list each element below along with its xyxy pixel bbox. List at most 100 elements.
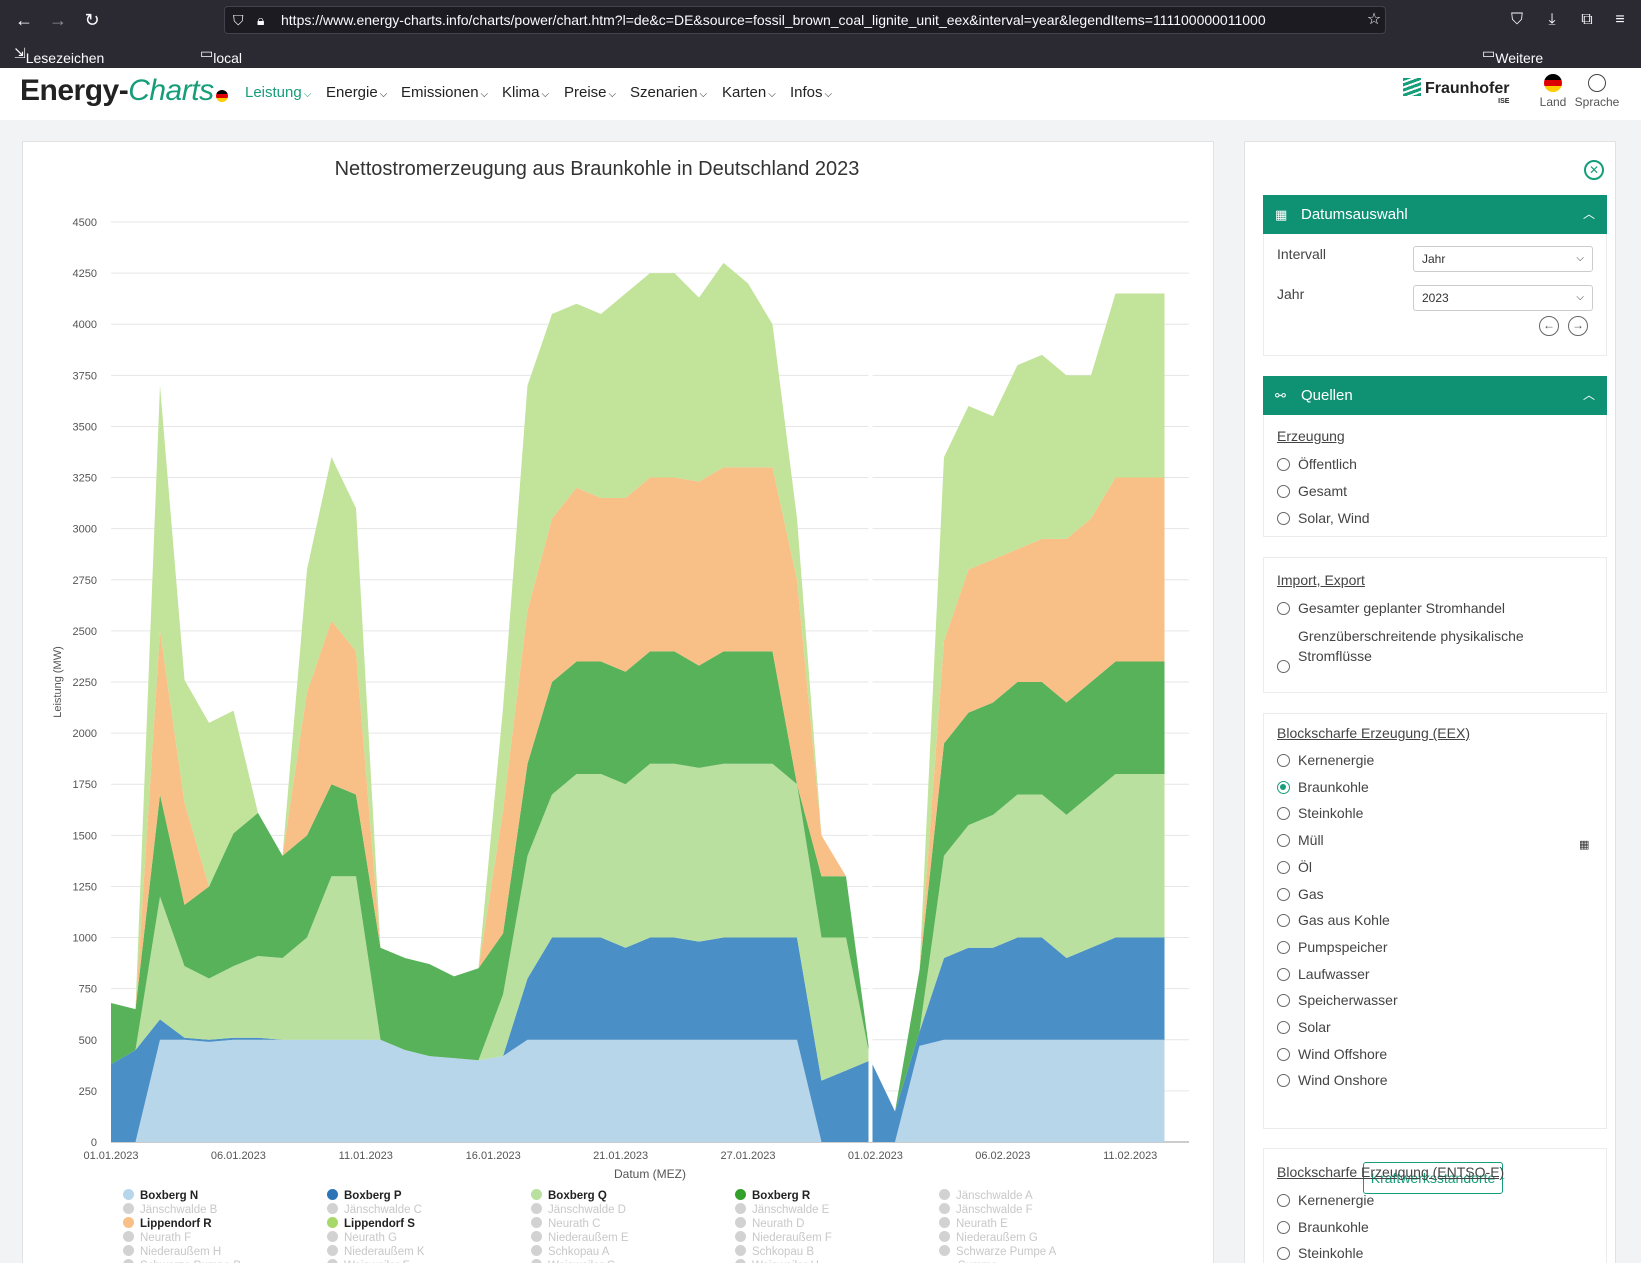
radio-pumpspeicher[interactable]: Pumpspeicher [1277, 939, 1388, 955]
calendar-icon[interactable]: ▦ [1579, 839, 1590, 851]
legend-item[interactable]: Boxberg Q [531, 1189, 629, 1203]
land-button[interactable]: Land [1528, 74, 1578, 109]
next-arrow-icon[interactable]: → [1568, 316, 1588, 336]
extensions-icon[interactable]: ⧉ [1581, 11, 1593, 28]
area-boxberg-n[interactable] [111, 1039, 1165, 1142]
radio-steinkohle[interactable]: Steinkohle [1277, 1245, 1363, 1261]
radio-braunkohle[interactable]: Braunkohle [1277, 1219, 1369, 1235]
radio-solar-wind[interactable]: Solar, Wind [1277, 510, 1370, 526]
area-boxberg-q[interactable] [111, 763, 1165, 1112]
url-bar[interactable]: ⛉ 🔒︎ https://www.energy-charts.info/char… [224, 6, 1386, 34]
legend-item[interactable]: Jänschwalde F [939, 1203, 1056, 1217]
site-logo[interactable]: Energy-Charts [20, 74, 228, 108]
radio-gesamt[interactable]: Gesamt [1277, 483, 1347, 499]
close-icon[interactable]: ✕ [1584, 160, 1604, 180]
legend-item[interactable]: Jänschwalde D [531, 1203, 629, 1217]
legend-item[interactable]: Boxberg R [735, 1189, 832, 1203]
radio-gas-aus-kohle[interactable]: Gas aus Kohle [1277, 912, 1390, 928]
radio-solar[interactable]: Solar [1277, 1019, 1331, 1035]
legend-item[interactable]: Boxberg N [123, 1189, 293, 1203]
legend-item[interactable]: Neurath C [531, 1217, 629, 1231]
legend-item[interactable]: Jänschwalde E [735, 1203, 832, 1217]
radio-laufwasser[interactable]: Laufwasser [1277, 966, 1370, 982]
legend-item[interactable]: Jänschwalde C [327, 1203, 445, 1217]
legend-item[interactable]: Lippendorf R [123, 1217, 293, 1231]
legend-item[interactable]: Schwarze Pumpe B [123, 1259, 293, 1263]
legend-item[interactable]: Niederaußem H [123, 1245, 293, 1259]
radio-braunkohle[interactable]: Braunkohle [1277, 779, 1369, 795]
prev-arrow-icon[interactable]: ← [1539, 316, 1559, 336]
menu-icon[interactable]: ≡ [1615, 11, 1625, 28]
radio-müll[interactable]: Müll [1277, 832, 1324, 848]
legend-item[interactable]: Schkopau A [531, 1245, 629, 1259]
legend-item[interactable]: Boxberg P [327, 1189, 445, 1203]
radio-kernenergie[interactable]: Kernenergie [1277, 1192, 1374, 1208]
chevron-up-icon: ︿ [1582, 388, 1595, 402]
menu-energie[interactable]: Energie ⌵ [326, 84, 387, 101]
legend-item[interactable]: Schwarze Pumpe A [939, 1245, 1056, 1259]
legend-item[interactable]: Summe [939, 1259, 1056, 1263]
pocket-icon[interactable]: ⛉ [1510, 11, 1523, 28]
radio-speicherwasser[interactable]: Speicherwasser [1277, 992, 1398, 1008]
import-export-box [1263, 557, 1607, 693]
radio-circle [1277, 860, 1290, 874]
legend-item[interactable]: Weisweiler F [327, 1259, 445, 1263]
legend-item[interactable]: Weisweiler G [531, 1259, 629, 1263]
legend-item[interactable]: Neurath D [735, 1217, 832, 1231]
sprache-button[interactable]: Sprache [1572, 74, 1622, 109]
shield-icon[interactable]: ⛉ [233, 12, 244, 28]
legend-item[interactable]: Jänschwalde A [939, 1189, 1056, 1203]
legend-item[interactable]: Jänschwalde B [123, 1203, 293, 1217]
back-icon[interactable]: ← [15, 10, 33, 30]
legend-label: Neurath E [956, 1218, 1008, 1230]
radio-öl[interactable]: Öl [1277, 859, 1312, 875]
menu-klima[interactable]: Klima ⌵ [502, 84, 549, 101]
radio-steinkohle[interactable]: Steinkohle [1277, 805, 1363, 821]
radio-stromhandel[interactable]: Gesamter geplanter Stromhandel [1277, 600, 1505, 616]
legend-item[interactable]: Neurath E [939, 1217, 1056, 1231]
menu-karten[interactable]: Karten ⌵ [722, 84, 776, 101]
menu-leistung[interactable]: Leistung ⌵ [245, 84, 311, 101]
bookmark-folder-local[interactable]: ▭ local [200, 45, 243, 66]
eex-title[interactable]: Blockscharfe Erzeugung (EEX) [1277, 725, 1470, 741]
legend-item[interactable]: Neurath F [123, 1231, 293, 1245]
entsoe-title[interactable]: Blockscharfe Erzeugung (ENTSO-E) [1277, 1164, 1505, 1180]
legend-item[interactable]: Weisweiler H [735, 1259, 832, 1263]
fraunhofer-logo[interactable]: Fraunhofer ISE [1403, 78, 1509, 105]
intervall-select[interactable]: Jahr ⌵ [1413, 246, 1593, 272]
reload-icon[interactable]: ↻ [84, 10, 100, 30]
import-export-title[interactable]: Import, Export [1277, 572, 1365, 588]
quellen-header[interactable]: ⚯ Quellen ︿ [1263, 376, 1607, 415]
download-icon[interactable]: ⤓ [1548, 11, 1556, 28]
chart-plot[interactable]: 0 250 500 750 1000 1250 1500 1750 2000 2250 2500 27… [23, 142, 1213, 1263]
radio-gas[interactable]: Gas [1277, 886, 1324, 902]
legend-item[interactable]: Schkopau B [735, 1245, 832, 1259]
menu-emissionen[interactable]: Emissionen ⌵ [401, 84, 488, 101]
datumsauswahl-header[interactable]: ▦ Datumsauswahl ︿ [1263, 195, 1607, 234]
forward-icon[interactable]: → [49, 10, 67, 30]
menu-infos[interactable]: Infos ⌵ [790, 84, 832, 101]
radio-stromfluesse[interactable]: Grenzüberschreitende physikalische Stromf… [1277, 626, 1524, 673]
legend-item[interactable]: Niederaußem F [735, 1231, 832, 1245]
radio-oeffentlich[interactable]: Öffentlich [1277, 456, 1357, 472]
legend-item[interactable]: Lippendorf S [327, 1217, 445, 1231]
legend-item[interactable]: Niederaußem E [531, 1231, 629, 1245]
area-lippendorf-s[interactable] [111, 262, 1165, 1112]
kraftwerksstandorte-button[interactable]: Kraftwerksstandorte [1363, 1162, 1503, 1194]
radio-wind-onshore[interactable]: Wind Onshore [1277, 1072, 1387, 1088]
legend-item[interactable]: Niederaußem K [327, 1245, 445, 1259]
legend-item[interactable]: Niederaußem G [939, 1231, 1056, 1245]
area-boxberg-r[interactable] [111, 651, 1165, 1112]
area-lippendorf-r[interactable] [111, 467, 1165, 1112]
radio-wind-offshore[interactable]: Wind Offshore [1277, 1046, 1387, 1062]
menu-szenarien[interactable]: Szenarien ⌵ [630, 84, 707, 101]
legend-item[interactable]: Neurath G [327, 1231, 445, 1245]
bookmark-import[interactable]: ⇲ Lesezeichen importier… [14, 45, 104, 82]
more-bookmarks[interactable]: ▭ Weitere Lesezeichen [1482, 45, 1574, 82]
menu-preise[interactable]: Preise ⌵ [564, 84, 616, 101]
bookmark-star-icon[interactable]: ☆ [1366, 11, 1382, 28]
jahr-select[interactable]: 2023 ⌵ [1413, 285, 1593, 311]
erzeugung-title[interactable]: Erzeugung [1277, 428, 1345, 444]
browser-toolbar: ← → ↻ ⛉ 🔒︎ https://www.energy-charts.inf… [0, 0, 1641, 40]
radio-kernenergie[interactable]: Kernenergie [1277, 752, 1374, 768]
